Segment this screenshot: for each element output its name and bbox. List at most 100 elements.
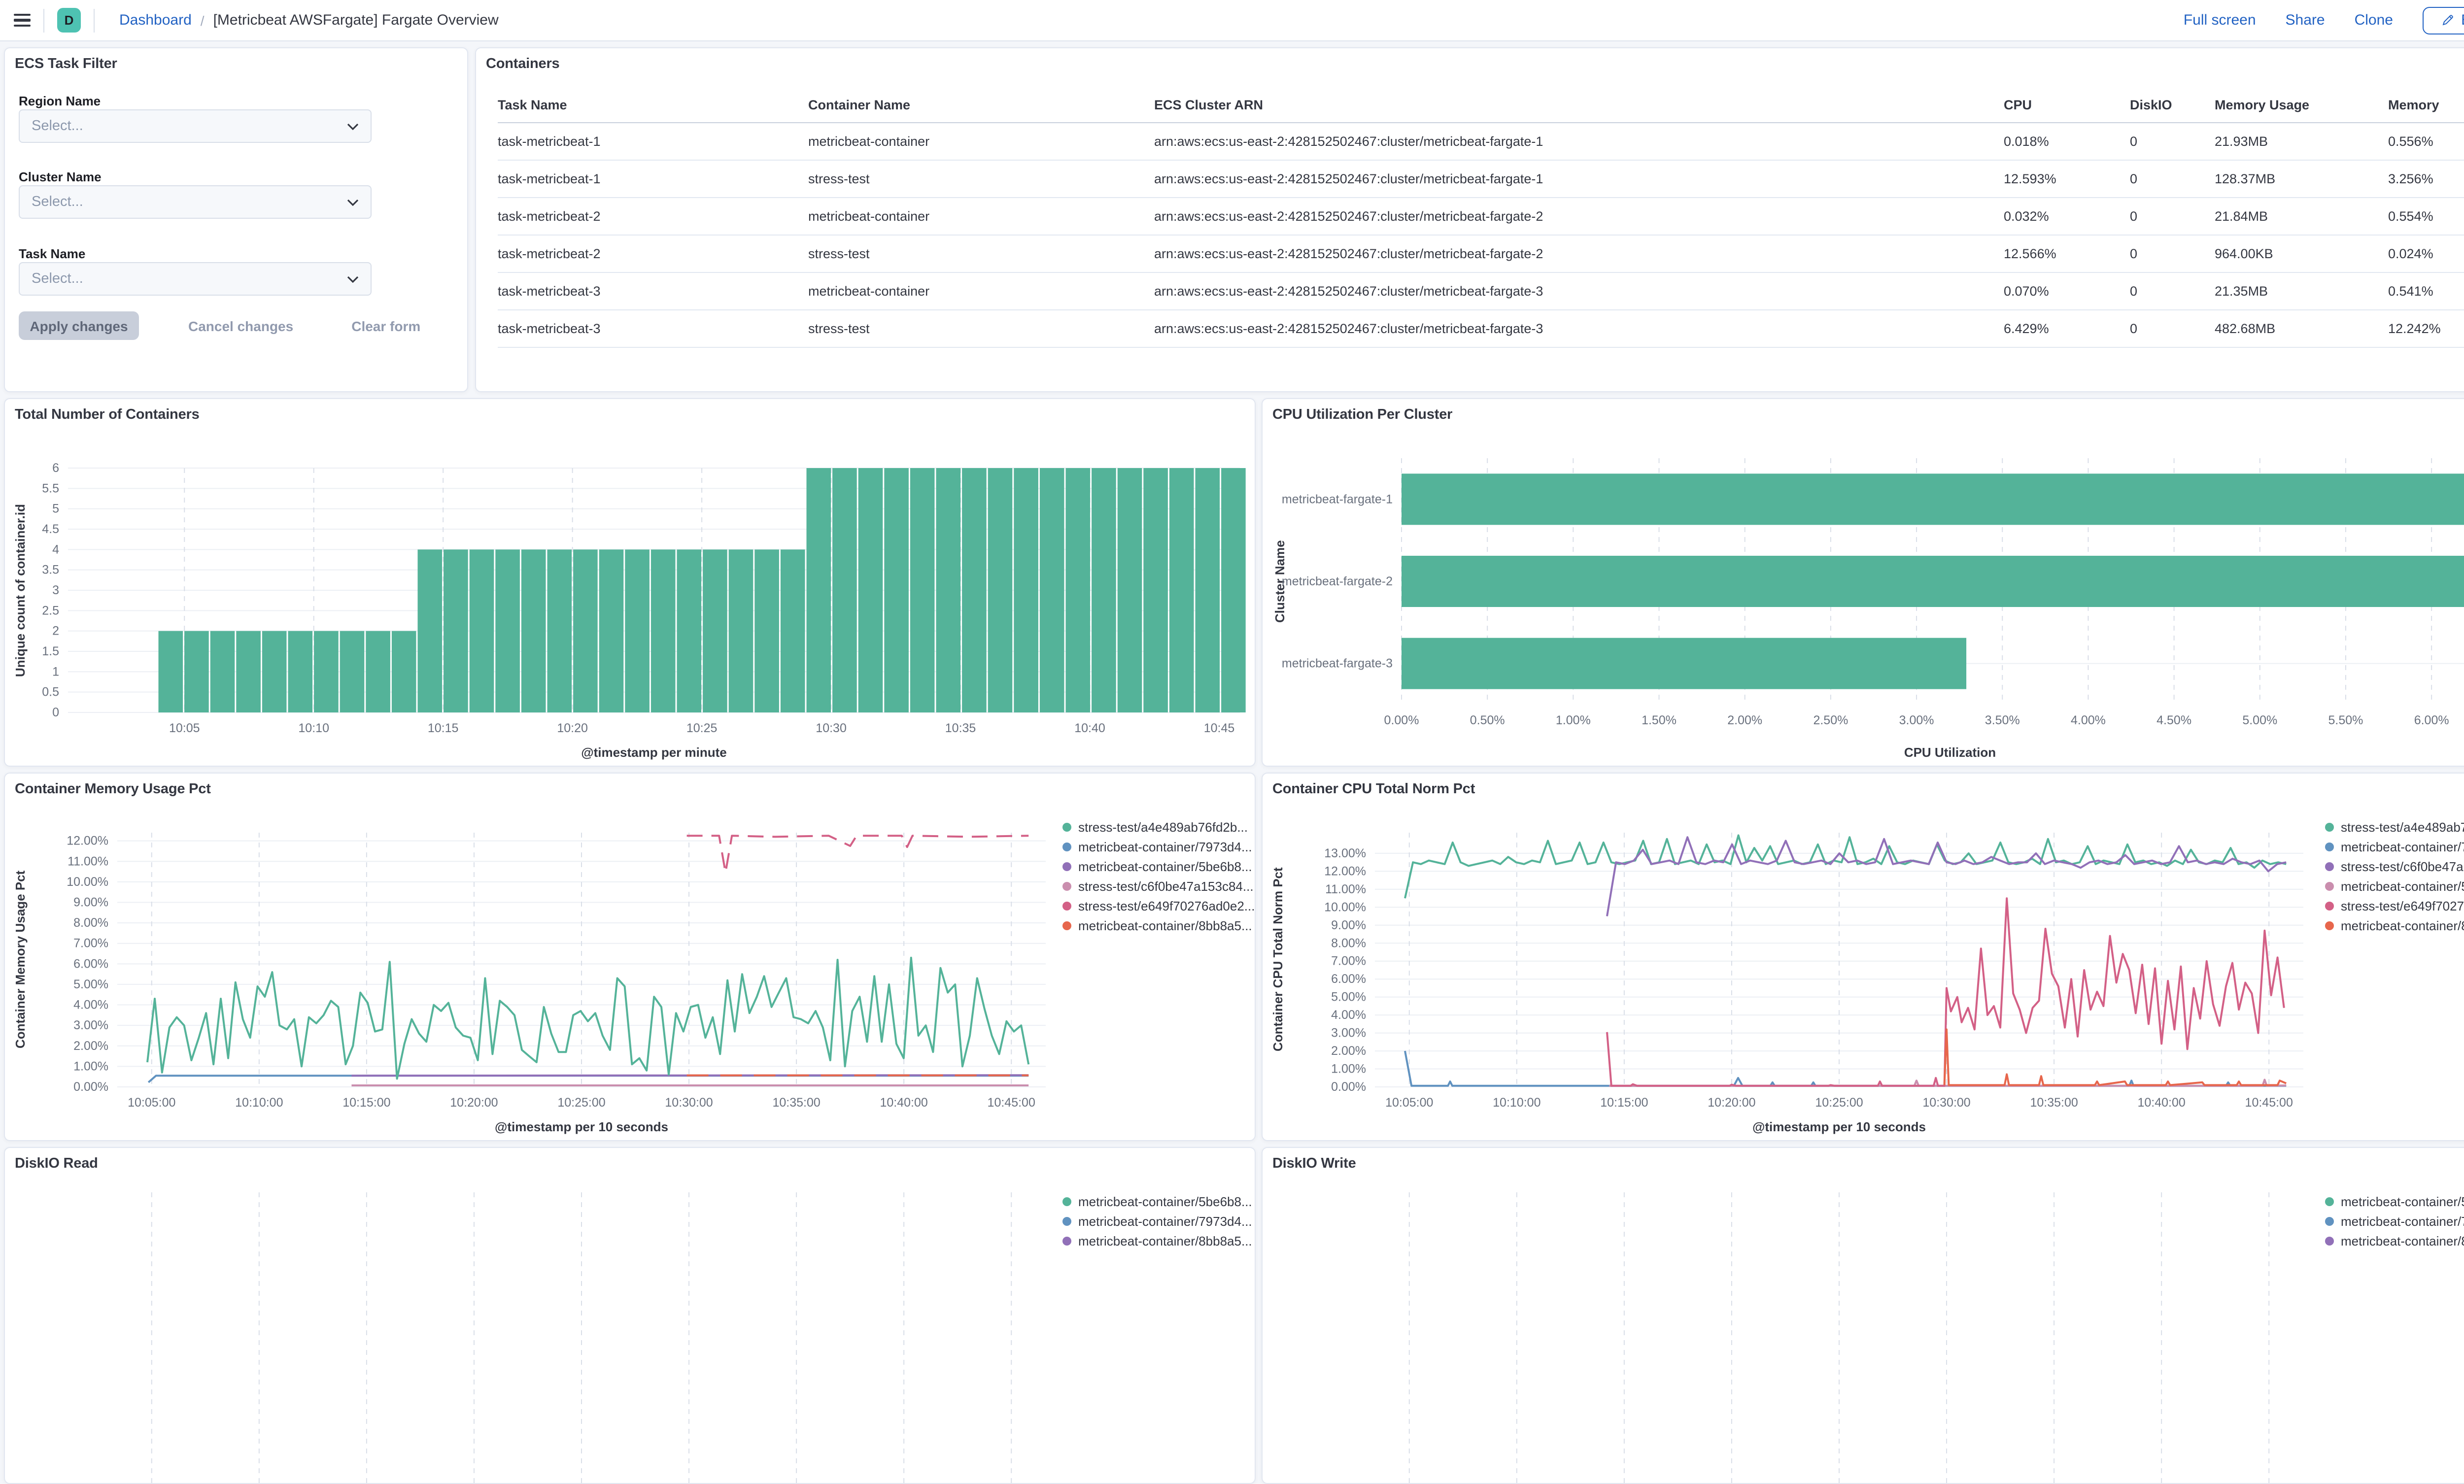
svg-text:10:45: 10:45 (1204, 721, 1235, 735)
svg-text:10:30: 10:30 (816, 721, 847, 735)
column-header: Memory Usage (2215, 92, 2388, 123)
legend-item[interactable]: stress-test/c6f0be47a153c84... (2325, 856, 2464, 876)
svg-text:10:05:00: 10:05:00 (1385, 1096, 1433, 1110)
series-stress-test/c6f0be47a153c84 (1606, 836, 2287, 916)
apply-changes-button[interactable]: Apply changes (19, 311, 139, 340)
diskio-read-chart-panel: DiskIO Read metricbeat-container/5be6b8.… (4, 1147, 1256, 1484)
legend-dot (2325, 901, 2334, 910)
cancel-changes-button[interactable]: Cancel changes (182, 317, 299, 335)
legend-item[interactable]: metricbeat-container/5be6b8... (2325, 1191, 2464, 1211)
table-cell: 12.566% (2004, 235, 2130, 273)
hamburger-icon[interactable] (14, 14, 31, 27)
legend-item[interactable]: stress-test/e649f70276ad0e2... (2325, 896, 2464, 915)
diskio-write-chart-panel: DiskIO Write metricbeat-container/5be6b8… (1262, 1147, 2464, 1484)
bar (806, 468, 831, 712)
breadcrumb-separator: / (200, 12, 205, 28)
svg-text:4.5: 4.5 (42, 522, 59, 536)
table-cell: 0 (2130, 235, 2215, 273)
chevron-down-icon (347, 123, 359, 130)
share-button[interactable]: Share (2285, 12, 2325, 29)
svg-text:12.00%: 12.00% (1324, 864, 1366, 878)
svg-text:3.00%: 3.00% (1899, 713, 1934, 727)
bar (599, 549, 624, 712)
svg-text:10:05: 10:05 (169, 721, 200, 735)
svg-text:0.5: 0.5 (42, 685, 59, 699)
legend-item[interactable]: metricbeat-container/5be6b8... (1062, 1191, 1252, 1211)
bar (262, 631, 287, 712)
table-cell: arn:aws:ecs:us-east-2:428152502467:clust… (1154, 235, 2004, 273)
legend-dot (1062, 862, 1071, 871)
legend-item[interactable]: metricbeat-container/7973d4... (2325, 1211, 2464, 1231)
svg-text:0: 0 (52, 706, 59, 719)
legend-item[interactable]: stress-test/c6f0be47a153c84... (1062, 876, 1255, 896)
legend-label: metricbeat-container/7973d4... (1078, 839, 1252, 854)
bar (988, 468, 1013, 712)
legend-item[interactable]: stress-test/e649f70276ad0e2... (1062, 896, 1255, 915)
breadcrumb-dashboard-link[interactable]: Dashboard (119, 12, 192, 29)
table-cell: 0 (2130, 160, 2215, 198)
svg-text:1.00%: 1.00% (73, 1059, 108, 1073)
legend-item[interactable]: metricbeat-container/7973d4... (1062, 837, 1255, 856)
legend-label: stress-test/c6f0be47a153c84... (2341, 859, 2464, 874)
svg-text:1.5: 1.5 (42, 644, 59, 658)
cluster-name-label: Cluster Name (19, 169, 102, 184)
svg-text:3.00%: 3.00% (1331, 1026, 1366, 1040)
table-cell: 0 (2130, 123, 2215, 161)
series-metricbeat-container/7973d4 (1404, 1050, 2287, 1087)
legend-item[interactable]: metricbeat-container/7973d4... (1062, 1211, 1252, 1231)
legend-item[interactable]: stress-test/a4e489ab76fd2b... (2325, 817, 2464, 837)
legend-dot (1062, 822, 1071, 831)
table-cell: 12.593% (2004, 160, 2130, 198)
legend-item[interactable]: metricbeat-container/8bb8a5... (1062, 1231, 1252, 1250)
legend-label: metricbeat-container/7973d4... (2341, 1214, 2464, 1228)
legend-dot (2325, 1236, 2334, 1245)
svg-text:11.00%: 11.00% (68, 854, 108, 868)
bar (625, 549, 650, 712)
series-stress-test/a4e489ab76fd2b (1404, 834, 2287, 899)
table-cell: arn:aws:ecs:us-east-2:428152502467:clust… (1154, 310, 2004, 348)
app-logo-badge[interactable]: D (57, 8, 81, 33)
series-stress-test/a4e489ab76fd2b (146, 956, 1030, 1080)
svg-text:6.00%: 6.00% (2414, 713, 2449, 727)
legend-dot (2325, 1216, 2334, 1225)
table-cell: 0.032% (2004, 198, 2130, 236)
table-cell: task-metricbeat-2 (498, 235, 808, 273)
svg-text:8.00%: 8.00% (73, 916, 108, 930)
table-cell: 0.018% (2004, 123, 2130, 161)
svg-text:0.00%: 0.00% (1384, 713, 1419, 727)
legend-item[interactable]: metricbeat-container/8bb8a5... (2325, 1231, 2464, 1250)
cluster-name-select[interactable]: Select... (19, 185, 372, 219)
bar (754, 549, 779, 712)
table-row: task-metricbeat-2 metricbeat-container arn… (498, 198, 2464, 236)
table-cell: task-metricbeat-3 (498, 310, 808, 348)
table-cell: 0 (2130, 272, 2215, 310)
cpu-norm-chart-panel: Container CPU Total Norm Pct Container C… (1262, 773, 2464, 1141)
svg-text:0.00%: 0.00% (1331, 1080, 1366, 1094)
legend-item[interactable]: metricbeat-container/8bb8a5... (1062, 915, 1255, 935)
task-name-select[interactable]: Select... (19, 262, 372, 296)
svg-text:10:40:00: 10:40:00 (880, 1096, 928, 1110)
legend-label: metricbeat-container/8bb8a5... (2341, 1233, 2464, 1248)
legend-item[interactable]: metricbeat-container/7973d4... (2325, 837, 2464, 856)
legend-item[interactable]: metricbeat-container/5be6b8... (1062, 856, 1255, 876)
table-cell: 3.256% (2388, 160, 2464, 198)
svg-text:metricbeat-fargate-3: metricbeat-fargate-3 (1282, 657, 1393, 671)
table-cell: 21.93MB (2215, 123, 2388, 161)
clear-form-button[interactable]: Clear form (345, 317, 426, 335)
edit-button[interactable]: Edit (2423, 6, 2464, 34)
legend-item[interactable]: stress-test/a4e489ab76fd2b... (1062, 817, 1255, 837)
legend-label: metricbeat-container/7973d4... (1078, 1214, 1252, 1228)
legend-item[interactable]: metricbeat-container/8bb8a5... (2325, 915, 2464, 935)
full-screen-button[interactable]: Full screen (2183, 12, 2256, 29)
bar (366, 631, 390, 712)
x-axis-title: @timestamp per 10 seconds (1752, 1119, 1926, 1134)
table-cell: 0.556% (2388, 123, 2464, 161)
svg-text:10:35:00: 10:35:00 (772, 1096, 820, 1110)
legend-item[interactable]: metricbeat-container/5be6b8... (2325, 876, 2464, 896)
table-cell: arn:aws:ecs:us-east-2:428152502467:clust… (1154, 160, 2004, 198)
clone-button[interactable]: Clone (2354, 12, 2393, 29)
svg-text:10:15:00: 10:15:00 (342, 1096, 390, 1110)
legend-label: stress-test/a4e489ab76fd2b... (2341, 819, 2464, 834)
panel-title: ECS Task Filter (15, 56, 117, 72)
region-name-select[interactable]: Select... (19, 109, 372, 143)
